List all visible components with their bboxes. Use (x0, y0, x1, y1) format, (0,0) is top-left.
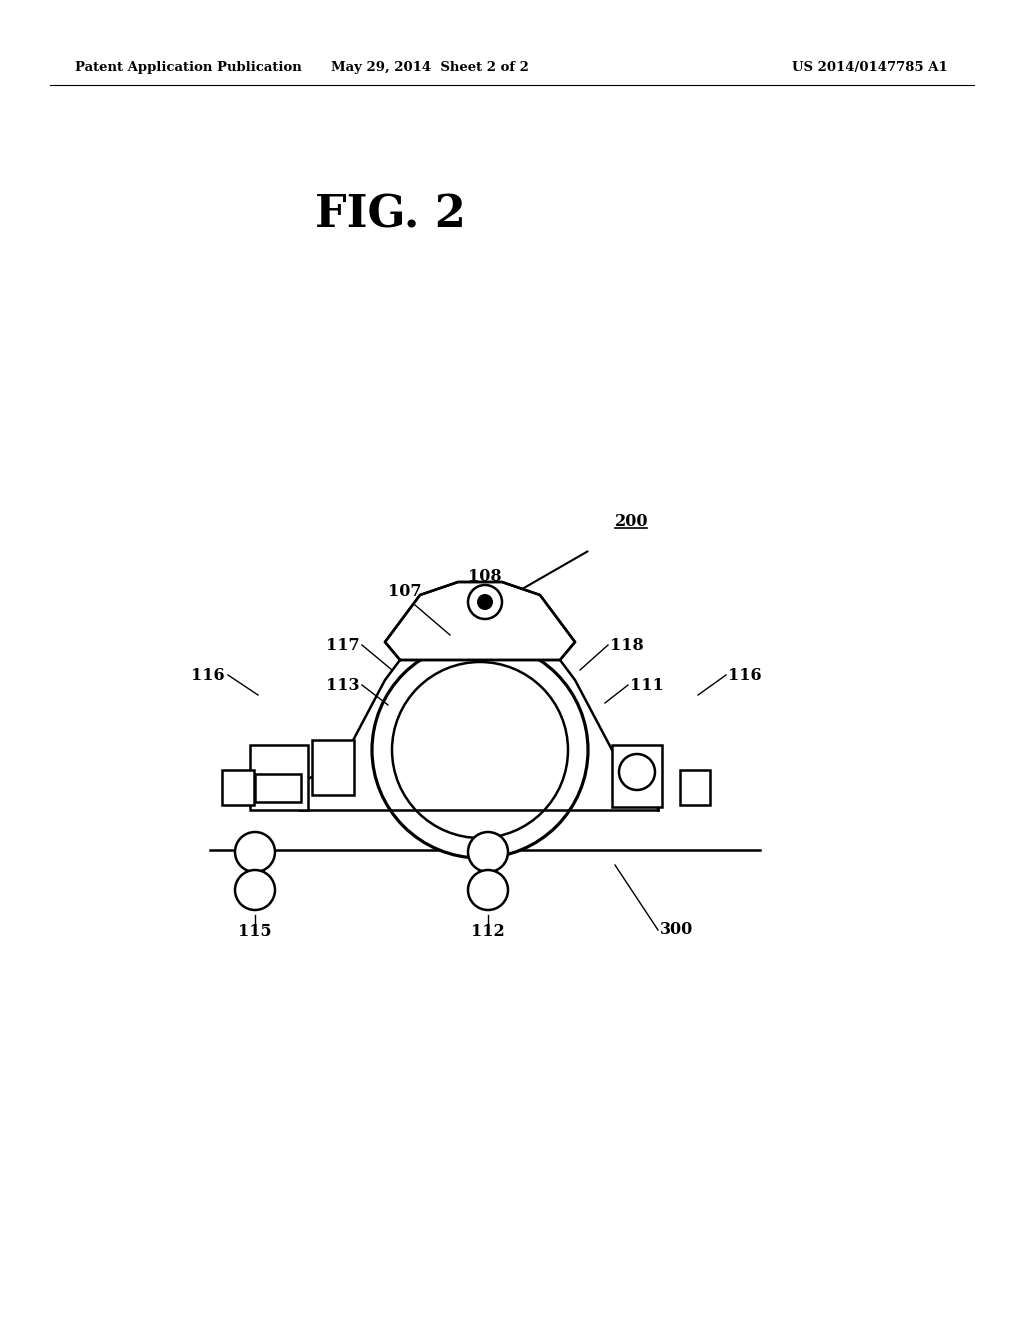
Circle shape (468, 585, 502, 619)
Text: 200: 200 (615, 513, 648, 531)
Circle shape (477, 594, 493, 610)
Bar (255, 774, 301, 803)
Text: 117: 117 (327, 636, 360, 653)
Text: FIG. 2: FIG. 2 (314, 194, 466, 236)
Text: 115: 115 (239, 923, 271, 940)
Bar (612, 744, 662, 807)
Circle shape (618, 754, 655, 789)
Polygon shape (385, 582, 575, 660)
Text: 111: 111 (630, 676, 664, 693)
Text: 107: 107 (388, 583, 422, 601)
Text: 112: 112 (471, 923, 505, 940)
Text: 118: 118 (610, 636, 644, 653)
Bar (680, 770, 710, 805)
Circle shape (468, 870, 508, 909)
Text: US 2014/0147785 A1: US 2014/0147785 A1 (793, 62, 948, 74)
Text: 116: 116 (191, 667, 225, 684)
Circle shape (468, 832, 508, 873)
Text: 108: 108 (468, 568, 502, 585)
Text: 113: 113 (327, 676, 360, 693)
Bar (250, 744, 308, 810)
Circle shape (234, 870, 275, 909)
Polygon shape (300, 660, 406, 810)
Bar (312, 741, 354, 795)
Circle shape (372, 642, 588, 858)
Text: 116: 116 (728, 667, 762, 684)
Circle shape (234, 832, 275, 873)
Circle shape (392, 663, 568, 838)
Text: 300: 300 (660, 921, 693, 939)
Bar (222, 770, 254, 805)
Text: Patent Application Publication: Patent Application Publication (75, 62, 302, 74)
Text: May 29, 2014  Sheet 2 of 2: May 29, 2014 Sheet 2 of 2 (331, 62, 529, 74)
